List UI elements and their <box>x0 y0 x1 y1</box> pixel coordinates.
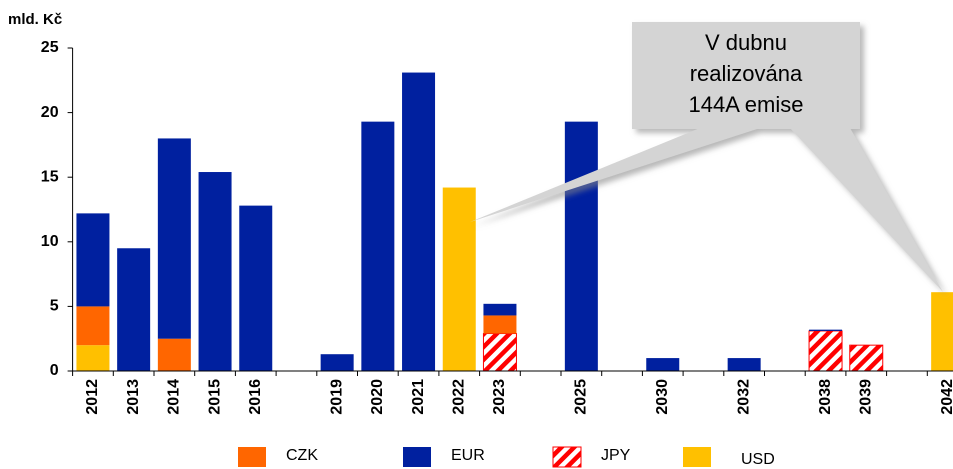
x-tick-label: 2030 <box>654 379 671 415</box>
bar-segment <box>809 329 843 331</box>
y-axis-label: mld. Kč <box>8 11 62 28</box>
legend-label: CZK <box>286 447 318 464</box>
x-tick-label: 2022 <box>450 379 467 415</box>
bar-segment <box>849 344 884 372</box>
x-tick-label: 2020 <box>369 379 386 415</box>
callout-pointer <box>470 128 760 222</box>
callout-line: 144A emise <box>689 92 804 117</box>
x-tick-label: 2025 <box>573 379 590 415</box>
bar-segment <box>239 205 273 371</box>
callout-pointer <box>790 128 943 292</box>
legend-swatch <box>238 447 266 467</box>
bar-segment <box>646 358 680 371</box>
bar-segment <box>483 315 517 334</box>
callout-line: realizována <box>690 61 803 86</box>
legend-swatch <box>683 447 711 467</box>
bar-segment <box>931 292 953 371</box>
bar-segment <box>117 248 151 371</box>
x-tick-label: 2016 <box>247 379 264 415</box>
bar-segment <box>198 172 232 371</box>
x-tick-label: 2021 <box>410 379 427 415</box>
x-tick-label: 2042 <box>939 379 953 415</box>
callout-box <box>632 22 860 129</box>
x-tick-label: 2013 <box>125 379 142 415</box>
x-tick-label: 2014 <box>166 379 183 415</box>
legend-label: USD <box>741 451 775 468</box>
x-tick-label: 2023 <box>491 379 508 415</box>
bar-segment <box>483 303 517 316</box>
y-tick-label: 10 <box>41 233 59 250</box>
bar-segment <box>157 138 191 339</box>
y-tick-label: 5 <box>50 298 59 315</box>
bar-segment <box>727 358 761 371</box>
bar-segment <box>320 354 354 371</box>
bar-segment <box>402 72 436 371</box>
legend-label: EUR <box>451 447 485 464</box>
x-tick-label: 2015 <box>206 379 223 415</box>
x-tick-label: 2012 <box>84 379 101 415</box>
callout-line: V dubnu <box>705 30 787 55</box>
bar-segment <box>482 333 517 372</box>
legend-swatch <box>403 447 431 467</box>
callout <box>470 22 943 292</box>
callout-text: V dubnu realizována 144A emise <box>689 30 804 117</box>
legend-swatch <box>552 446 582 468</box>
bar-segment <box>157 338 191 371</box>
y-tick-label: 15 <box>41 168 59 185</box>
x-tick-label: 2038 <box>817 379 834 415</box>
legend-label: JPY <box>601 447 631 464</box>
bar-segment <box>361 121 395 371</box>
y-tick-label: 25 <box>41 39 59 56</box>
bar-segment <box>76 306 110 346</box>
bar-segment <box>76 345 110 371</box>
legend: CZK EUR JPY USD <box>238 446 775 468</box>
x-tick-label: 2019 <box>328 379 345 415</box>
bar-segment <box>564 121 598 371</box>
x-tick-label: 2039 <box>857 379 874 415</box>
bar-segment <box>76 213 110 307</box>
y-tick-label: 0 <box>50 362 59 379</box>
bar-segment <box>442 187 476 371</box>
bar-segment <box>808 330 843 372</box>
y-tick-label: 20 <box>41 104 59 121</box>
x-tick-label: 2032 <box>735 379 752 415</box>
